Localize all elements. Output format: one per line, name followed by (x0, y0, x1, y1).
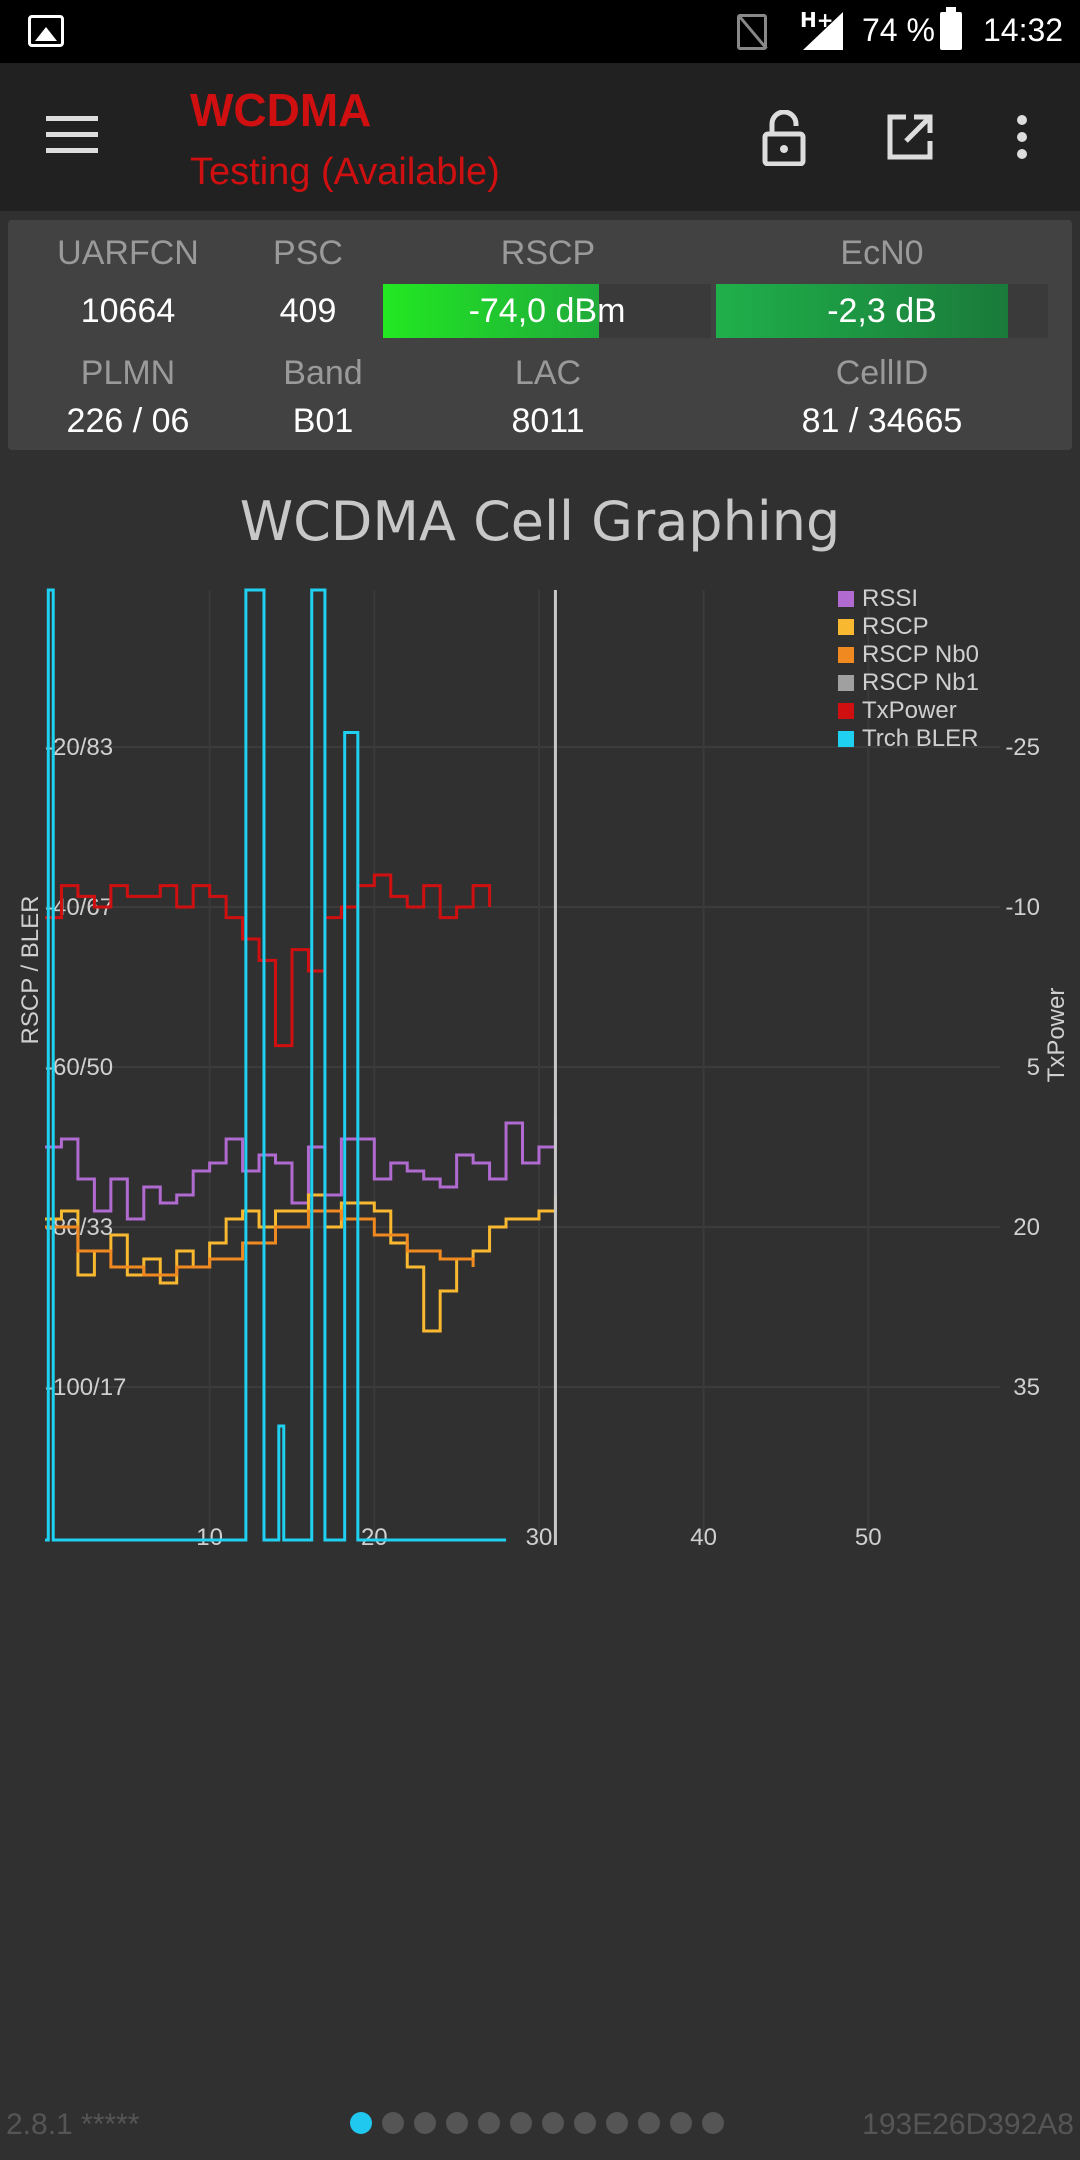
value-rscp: -74,0 dBm (468, 292, 626, 330)
menu-icon[interactable] (46, 116, 98, 153)
series-rscp-nb0 (45, 1209, 475, 1277)
device-id: 193E26D392A8 (862, 2108, 1074, 2141)
value-band: B01 (292, 402, 354, 440)
page-dot[interactable] (574, 2112, 596, 2134)
y2-tick-label: -10 (1005, 894, 1040, 921)
app-version: 2.8.1 ***** (6, 2108, 140, 2141)
page-dot[interactable] (702, 2112, 724, 2134)
cell-graph-chart[interactable]: -20/83-40/67-60/50-80/33-100/17-25-10520… (0, 560, 1080, 1560)
legend-swatch (838, 703, 854, 719)
y-tick-label: -60/50 (45, 1054, 113, 1081)
header-band: Band (283, 354, 363, 392)
cell-info-panel: UARFCN PSC RSCP EcN0 10664 409 -74,0 dBm… (8, 220, 1072, 450)
value-uarfcn: 10664 (80, 292, 176, 330)
x-tick-label: 10 (196, 1524, 223, 1551)
value-lac: 8011 (511, 402, 585, 440)
legend-swatch (838, 591, 854, 607)
header-cellid: CellID (835, 354, 929, 392)
status-bar: H+ 74 % 14:32 (0, 0, 1080, 63)
value-ecn0: -2,3 dB (827, 292, 937, 330)
legend-label: RSCP (862, 613, 929, 640)
battery-icon (940, 7, 962, 50)
y-tick-label: -100/17 (45, 1374, 126, 1401)
y2-tick-label: 5 (1027, 1054, 1040, 1081)
ecn0-meter: -2,3 dB (716, 284, 1048, 338)
more-vert-icon[interactable] (1012, 113, 1032, 161)
value-cellid: 81 / 34665 (801, 402, 963, 440)
page-dot[interactable] (670, 2112, 692, 2134)
header-uarfcn: UARFCN (57, 234, 199, 272)
page-indicator[interactable] (350, 2112, 724, 2136)
page-dot[interactable] (382, 2112, 404, 2134)
x-tick-label: 50 (855, 1524, 882, 1551)
page-dot[interactable] (414, 2112, 436, 2134)
header-ecn0: EcN0 (840, 234, 924, 272)
network-type: H+ (800, 8, 834, 32)
y-tick-label: -20/83 (45, 734, 113, 761)
y2-tick-label: -25 (1005, 734, 1040, 761)
lock-icon[interactable] (762, 110, 806, 166)
series-trch-bler (45, 588, 507, 1542)
page-dot[interactable] (446, 2112, 468, 2134)
legend-label: TxPower (862, 697, 957, 724)
page-dot[interactable] (606, 2112, 628, 2134)
legend-label: RSCP Nb1 (862, 669, 979, 696)
series-rscp (45, 1193, 557, 1333)
x-tick-label: 30 (526, 1524, 553, 1551)
app-bar: WCDMA Testing (Available) (0, 63, 1080, 211)
series-rssi (45, 1115, 557, 1221)
x-tick-label: 40 (690, 1524, 717, 1551)
page-dot[interactable] (638, 2112, 660, 2134)
header-plmn: PLMN (80, 354, 176, 392)
y-axis-label: RSCP / BLER (17, 896, 44, 1045)
rscp-meter: -74,0 dBm (383, 284, 711, 338)
chart-title: WCDMA Cell Graphing (239, 490, 841, 553)
legend-swatch (838, 619, 854, 635)
legend-label: RSSI (862, 585, 918, 612)
y2-axis-label: TxPower (1043, 988, 1070, 1083)
legend-label: Trch BLER (862, 725, 978, 752)
clock: 14:32 (983, 12, 1064, 48)
battery-percent: 74 % (862, 12, 935, 48)
y2-tick-label: 35 (1013, 1374, 1040, 1401)
header-lac: LAC (514, 354, 582, 392)
page-subtitle: Testing (Available) (190, 151, 500, 193)
y2-tick-label: 20 (1013, 1214, 1040, 1241)
open-external-icon[interactable] (886, 113, 934, 161)
image-icon (28, 15, 64, 47)
legend-swatch (838, 675, 854, 691)
header-rscp: RSCP (500, 234, 596, 272)
value-plmn: 226 / 06 (66, 402, 190, 440)
x-tick-label: 20 (361, 1524, 388, 1551)
signal-icon (803, 12, 843, 50)
page-dot[interactable] (510, 2112, 532, 2134)
page-title: WCDMA (190, 84, 372, 136)
page-dot[interactable] (542, 2112, 564, 2134)
legend-label: RSCP Nb0 (862, 641, 979, 668)
page-dot[interactable] (478, 2112, 500, 2134)
legend-swatch (838, 731, 854, 747)
ecn0-meter-fill (716, 284, 1009, 338)
series-txpower (45, 873, 492, 1048)
value-psc: 409 (279, 292, 337, 330)
page-dot[interactable] (350, 2112, 372, 2134)
no-sim-icon (737, 14, 767, 50)
legend-swatch (838, 647, 854, 663)
rscp-meter-fill (383, 284, 600, 338)
header-psc: PSC (273, 234, 343, 272)
